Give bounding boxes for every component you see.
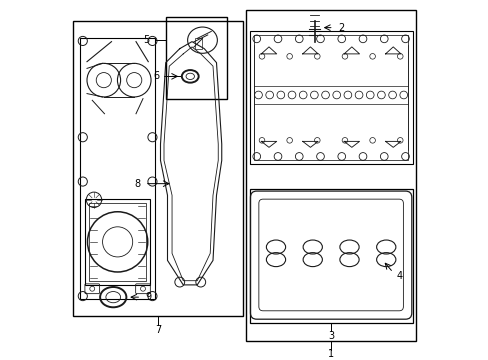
Text: 9: 9 — [145, 292, 151, 302]
Bar — [73, 21, 242, 316]
Bar — [195, 39, 202, 49]
Text: 6: 6 — [153, 71, 159, 81]
Text: 3: 3 — [327, 330, 333, 341]
Bar — [80, 38, 155, 299]
Bar — [85, 199, 150, 285]
Bar — [165, 17, 226, 99]
Bar — [89, 203, 145, 281]
Text: 5: 5 — [142, 35, 149, 45]
Bar — [249, 31, 412, 164]
Bar — [249, 189, 412, 323]
Text: 7: 7 — [154, 325, 161, 335]
Text: 4: 4 — [396, 271, 402, 281]
Text: 8: 8 — [134, 179, 140, 189]
Text: 1: 1 — [327, 349, 333, 359]
Bar — [246, 10, 415, 341]
Bar — [253, 35, 407, 160]
Text: 2: 2 — [338, 23, 344, 33]
